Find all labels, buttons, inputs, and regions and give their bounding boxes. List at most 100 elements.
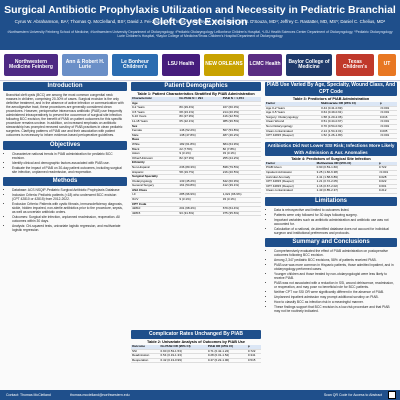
- table-cell: Male: [131, 133, 179, 139]
- table-row: 42815 93 (31.6%) 375 (35.6%): [131, 211, 261, 217]
- summary-item: Among 2,347 pediatric BCC excisions, 58%…: [274, 258, 394, 262]
- table-header: Multivariate OR (95% CI): [320, 101, 379, 107]
- table-row: I-II 285 (96.9%) 1,021 (96.9%): [131, 193, 261, 199]
- table-cell: Other/Unknown: [131, 156, 179, 162]
- ssi-predictors-table: Factor Multivariate OR (95% CI) p PIAB G…: [265, 161, 397, 194]
- complicators-heading: Complicator Rates Unchanged By PIAB Admi…: [131, 330, 261, 346]
- table-cell: Age 0-2 Years: [265, 106, 321, 112]
- method-item: Outcomes: Surgical site infection, unpla…: [12, 215, 124, 223]
- table-cell: 487 (46.2%): [221, 133, 261, 139]
- table-row: Age: [131, 101, 261, 107]
- table-cell: 0.515: [246, 358, 261, 364]
- method-item: Analysis: Chi-squared tests, univariate …: [12, 224, 124, 232]
- table-cell: [178, 160, 222, 166]
- methods-heading: Methods: [3, 176, 127, 186]
- logo-ut: UT: [378, 54, 396, 76]
- table-cell: 80 (29.4%): [178, 106, 222, 111]
- table-row: Non-Hispanic 236 (80.3%) 838 (79.5%): [131, 165, 261, 171]
- table-row: 11-18 Years 65 (22.1%) 385 (36.5%): [131, 119, 261, 125]
- table-cell: 0.42 (0.13-0.99): [159, 358, 207, 364]
- table-row: General Surgery 161 (54.8%) 412 (39.1%): [131, 184, 261, 189]
- introduction-body: Branchial cleft cysts (BCC) are among th…: [3, 91, 127, 141]
- table-cell: [221, 137, 261, 143]
- table-row: Age 3-5 Years 0.64 (0.49-0.91) <0.001: [265, 111, 397, 116]
- summary-item: Younger children and those treated by no…: [274, 272, 394, 280]
- table-row: Sex: [131, 124, 261, 130]
- summary-body: Comprehensively evaluated the effect of …: [265, 247, 397, 316]
- contact-email[interactable]: thomas.mcclelland@northwestern.edu: [70, 393, 130, 397]
- table-cell: 1.16 (0.67-2.02): [315, 184, 378, 190]
- table-row: Clean contaminated 1.43 (0.85-2.37) 0.212: [265, 189, 397, 194]
- contact-name: Contact: Thomas McClelland: [6, 393, 51, 397]
- table-cell: <0.001: [378, 134, 397, 139]
- table-cell: 182 (61.8%): [178, 142, 222, 148]
- table-cell: Black: [131, 147, 179, 153]
- table-cell: 0.64 (0.49-0.91): [320, 111, 379, 116]
- table-cell: 1.58 (1.20-2.06): [320, 115, 379, 121]
- qr-code-icon[interactable]: [388, 391, 396, 399]
- table-cell: [178, 188, 222, 194]
- table-row: CPT 42815 (Deeper) 1.21 (0.72-2.05) 0.022: [265, 179, 397, 185]
- logo-baylor: Baylor College of Medicine: [286, 54, 332, 76]
- left-column: Introduction Branchial cleft cysts (BCC)…: [3, 82, 127, 235]
- table-cell: I-II: [131, 193, 179, 199]
- table-cell: SSI: [131, 349, 160, 355]
- table-cell: 6-10 Years: [131, 115, 179, 120]
- piab-table-body: Age 0-2 Years 0.44 (0.41-0.69) <0.001 Age 3…: [265, 106, 397, 139]
- table-row: Hispanic 58 (19.7%) 216 (20.5%): [131, 170, 261, 176]
- objective-item: Evaluate the impact of PIAB on 30-day pa…: [12, 166, 124, 174]
- table-cell: Age 3-5 Years: [265, 111, 321, 116]
- table-cell: 0.341: [246, 354, 261, 359]
- table-cell: PIAB Given: [265, 166, 316, 171]
- table-row: Non-Otolaryngology 0.70 (0.54-0.92) <0.001: [265, 124, 397, 130]
- complicators-table: Outcome No PIAB OR (95% CI) PIAB OR (95%…: [131, 344, 261, 364]
- table-cell: <0.001: [378, 124, 397, 130]
- table-cell: [221, 188, 261, 194]
- summary-item: These findings support that BCC excision…: [274, 305, 394, 313]
- table-row: III-IV 9 (3.1%) 33 (3.1%): [131, 197, 261, 203]
- objectives-body: Characterize national trends in PIAB adm…: [3, 150, 127, 177]
- table-header: p: [246, 344, 261, 350]
- table-cell: 416 (32.5%): [221, 115, 261, 120]
- objectives-heading: Objectives: [3, 140, 127, 150]
- table-cell: 684 (64.9%): [221, 142, 261, 148]
- author-list: Cyrus W. Abrahamson, BA¹; Thomas Q. McCl…: [14, 19, 386, 24]
- table-cell: Surgery: Otolaryngology: [265, 115, 321, 121]
- table-cell: Non-Hispanic: [131, 165, 179, 171]
- table-row: SSI 0.90 (0.53-1.53) 0.71 (0.42-1.22) 0.722: [131, 349, 261, 355]
- table-row: Male 138 (47.8%) 487 (46.2%): [131, 133, 261, 139]
- table-cell: 33 (3.1%): [221, 197, 261, 203]
- method-item: Inclusion Criteria: Pediatric patients (…: [12, 193, 124, 201]
- table-cell: 167 (60.3%): [221, 106, 261, 111]
- table-cell: 133 (45.2%): [178, 179, 222, 185]
- table-4-caption: Table 4: Predictors of Surgical Site Inf…: [291, 156, 371, 161]
- poster-title: Surgical Antibiotic Prophylaxis Utilizat…: [4, 4, 396, 28]
- table-cell: 0.005: [378, 129, 397, 135]
- table-cell: 285 (96.9%): [178, 193, 222, 199]
- table-cell: Clean contaminated: [265, 189, 316, 194]
- table-cell: [221, 101, 261, 107]
- table-cell: 65 (22.1%): [178, 119, 222, 125]
- table-cell: [178, 101, 222, 107]
- table-cell: Sex: [131, 124, 179, 130]
- table-cell: 3-5 Years: [131, 110, 179, 116]
- table-cell: 82 (27.9%): [178, 156, 222, 162]
- table-row: Other/Unknown 82 (27.9%) 255 (24.2%): [131, 156, 261, 162]
- table-row: Female 146 (52.2%) 567 (53.8%): [131, 129, 261, 134]
- table-cell: Asian: [131, 151, 179, 157]
- table-cell: 0.028: [377, 175, 397, 181]
- table-cell: [221, 160, 261, 166]
- table-row: Ethnicity: [131, 161, 261, 166]
- table-header: p: [377, 161, 397, 167]
- table-header: Characteristic: [131, 96, 179, 102]
- table-row: Inpatient Admission 3.25 (1.66-6.38) <0.00…: [265, 170, 397, 176]
- complicators-table-body: SSI 0.90 (0.53-1.53) 0.71 (0.42-1.22) 0.722…: [131, 349, 261, 364]
- logo-new-orleans: NEW ORLEANS: [204, 54, 244, 76]
- table-cell: 1.52 (1.26-1.80): [320, 134, 379, 139]
- table-cell: 216 (20.5%): [221, 170, 261, 176]
- table-cell: 0.722: [377, 166, 397, 171]
- table-cell: [221, 202, 261, 208]
- table-row: Black 22 (7.5%) 82 (7.8%): [131, 147, 261, 153]
- table-header: Multivariate OR (95% CI): [315, 161, 378, 167]
- table-cell: 0.28 (0.31-1.52): [206, 354, 247, 359]
